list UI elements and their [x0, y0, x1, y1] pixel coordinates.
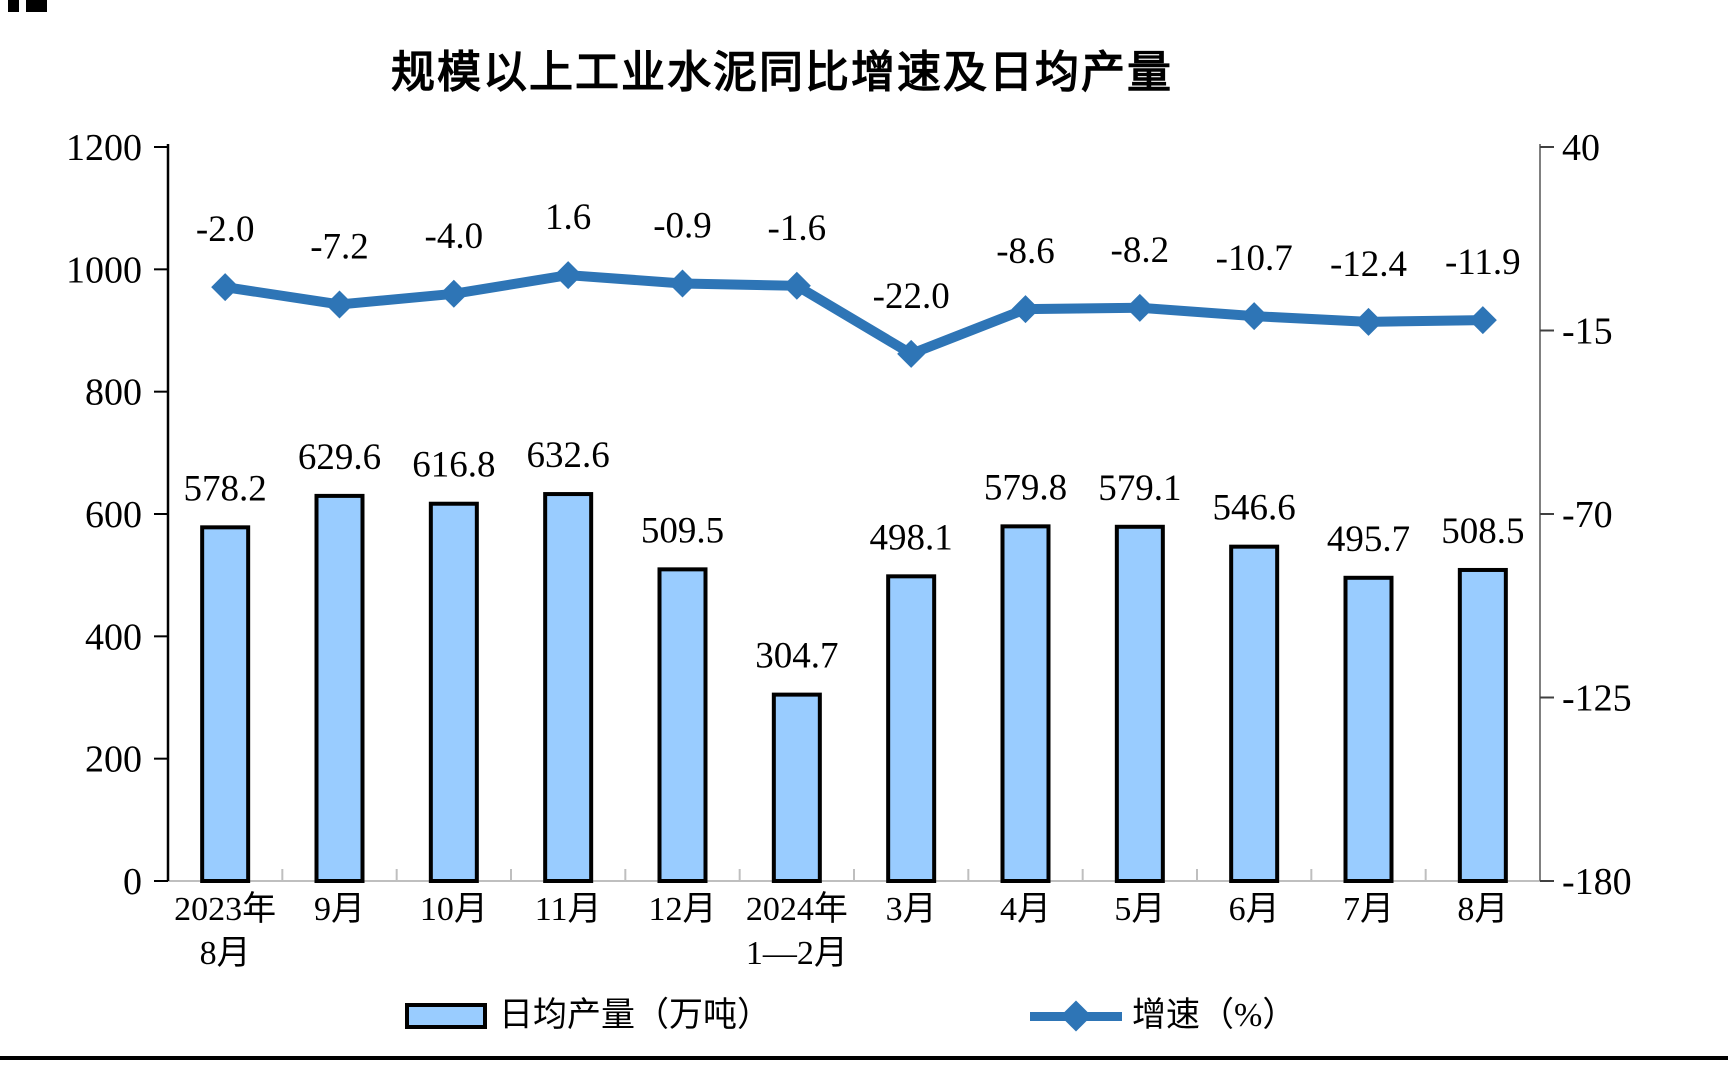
line-value-label: -22.0: [873, 276, 950, 317]
category-label: 8月: [200, 935, 251, 972]
line-value-label: -11.9: [1445, 242, 1521, 283]
growth-line: [224, 270, 1483, 360]
left-axis-tick-label: 400: [85, 616, 142, 658]
bar-value-label: 578.2: [184, 468, 267, 509]
line-marker-6: [897, 339, 926, 368]
line-marker-0: [211, 273, 240, 302]
line-value-label: -4.0: [425, 216, 484, 257]
diamond-marker-icon: [1060, 1000, 1092, 1032]
right-axis-tick-label: -125: [1562, 678, 1632, 720]
bar-value-label: 629.6: [298, 437, 381, 478]
left-axis-tick-label: 800: [85, 372, 142, 414]
line-legend-label: 增速（%）: [1132, 997, 1297, 1034]
right-axis-tick-label: -70: [1562, 494, 1613, 536]
legend-item-bar: 日均产量（万吨）: [405, 994, 771, 1038]
line-marker-4: [668, 269, 697, 298]
legend-item-line: 增速（%）: [1030, 994, 1296, 1038]
bar-value-label: 579.8: [984, 467, 1067, 508]
bar-2: [428, 501, 479, 883]
chart-title: 规模以上工业水泥同比增速及日均产量: [391, 48, 1173, 97]
bar-value-label: 498.1: [870, 517, 953, 558]
line-value-label: 1.6: [545, 197, 591, 238]
category-label: 1—2月: [746, 935, 848, 972]
bar-3: [543, 492, 594, 883]
left-axis-tick-label: 1000: [66, 249, 142, 291]
bar-6: [886, 574, 937, 884]
category-label: 11月: [535, 891, 602, 928]
legend: 日均产量（万吨） 增速（%）: [0, 994, 1728, 1046]
bar-11: [1457, 567, 1508, 884]
line-value-label: -2.0: [196, 209, 255, 250]
left-axis-tick-label: 1200: [66, 127, 142, 169]
line-marker-11: [1468, 306, 1497, 335]
bar-value-label: 616.8: [412, 445, 495, 486]
bar-4: [657, 567, 708, 883]
line-value-label: -12.4: [1330, 244, 1407, 285]
bar-value-label: 495.7: [1327, 519, 1410, 560]
category-label: 9月: [314, 891, 365, 928]
bar-5: [771, 692, 822, 884]
page-edge-artifact: [8, 0, 19, 12]
bottom-border: [0, 1056, 1728, 1060]
line-legend-swatch: [1030, 1000, 1122, 1032]
line-marker-2: [439, 279, 468, 308]
bar-legend-label: 日均产量（万吨）: [499, 997, 771, 1034]
line-marker-9: [1240, 302, 1269, 331]
line-value-label: -0.9: [653, 205, 712, 246]
right-axis-tick-label: -15: [1562, 311, 1613, 353]
bar-9: [1229, 544, 1280, 884]
category-label: 7月: [1343, 891, 1394, 928]
bar-value-label: 304.7: [755, 636, 838, 677]
line-marker-10: [1354, 307, 1383, 336]
bar-value-label: 508.5: [1441, 511, 1524, 552]
category-label: 4月: [1000, 891, 1051, 928]
bar-8: [1114, 524, 1165, 883]
line-marker-7: [1011, 295, 1040, 324]
line-value-label: -10.7: [1216, 238, 1293, 279]
line-marker-3: [554, 261, 583, 290]
category-label: 10月: [420, 891, 488, 928]
right-axis-tick-label: -180: [1562, 861, 1632, 903]
category-label: 8月: [1457, 891, 1508, 928]
bar-value-label: 509.5: [641, 510, 724, 551]
bar-value-label: 632.6: [527, 435, 610, 476]
page-edge-artifact: [26, 0, 47, 12]
category-label: 2024年: [746, 890, 848, 928]
left-axis-tick-label: 600: [85, 494, 142, 536]
bar-value-label: 546.6: [1213, 488, 1296, 529]
left-axis-tick-label: 0: [123, 861, 142, 903]
left-axis-tick-label: 200: [85, 739, 142, 781]
category-label: 2023年: [174, 890, 276, 928]
category-label: 6月: [1229, 891, 1280, 928]
line-marker-8: [1125, 293, 1154, 322]
line-marker-5: [782, 271, 811, 300]
bar-10: [1343, 575, 1394, 883]
line-value-label: -1.6: [768, 208, 827, 249]
right-axis-tick-label: 40: [1562, 127, 1600, 169]
bar-7: [1000, 524, 1051, 883]
line-value-label: -8.2: [1111, 230, 1170, 271]
bar-value-label: 579.1: [1098, 468, 1181, 509]
category-label: 12月: [649, 891, 717, 928]
bar-legend-swatch: [405, 1003, 487, 1029]
line-marker-1: [325, 290, 354, 319]
line-value-label: -8.6: [996, 231, 1055, 272]
category-label: 3月: [886, 891, 937, 928]
category-label: 5月: [1114, 891, 1165, 928]
bar-1: [314, 493, 365, 883]
bar-0: [200, 525, 251, 884]
line-value-label: -7.2: [310, 226, 369, 267]
